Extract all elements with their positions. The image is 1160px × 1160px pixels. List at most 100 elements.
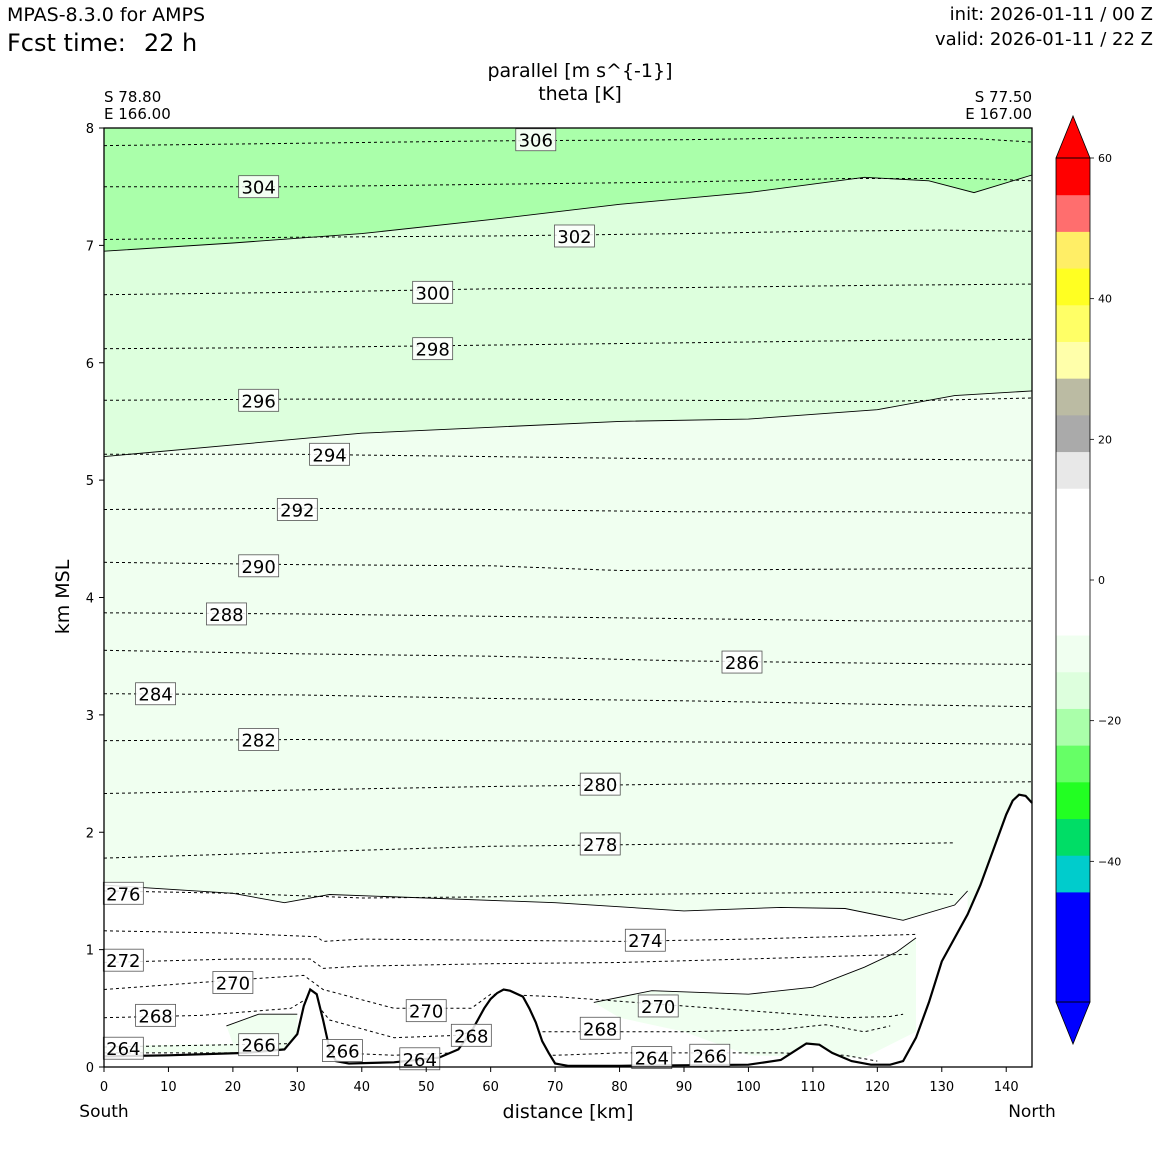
x-tick-label: 40 xyxy=(354,1080,371,1095)
right-endpoint-lat: S 77.50 xyxy=(974,88,1032,106)
theta-contour-306 xyxy=(103,136,1033,147)
right-endpoint-lon: E 167.00 xyxy=(965,105,1032,123)
theta-label-268: 268 xyxy=(583,1019,617,1040)
theta-contour-272 xyxy=(103,953,910,969)
y-axis-title: km MSL xyxy=(52,559,74,634)
theta-label-268: 268 xyxy=(454,1026,488,1047)
y-tick-label: 1 xyxy=(86,944,94,959)
x-tick-label: 120 xyxy=(865,1080,890,1095)
x-axis-title: distance [km] xyxy=(503,1101,634,1123)
theta-label-box-288 xyxy=(206,602,247,626)
theta-label-box-290 xyxy=(238,554,280,578)
x-tick-label: 50 xyxy=(418,1080,435,1095)
theta-label-298: 298 xyxy=(415,340,449,361)
colorbar-segment xyxy=(1056,891,1090,930)
theta-contour-294 xyxy=(104,453,1033,461)
theta-label-box-270 xyxy=(405,999,447,1023)
colorbar-segment xyxy=(1056,524,1090,563)
theta-label-290: 290 xyxy=(241,557,275,578)
x-tick-label: 90 xyxy=(676,1080,693,1095)
colorbar-tick-label: 20 xyxy=(1098,433,1112,446)
terrain-fill xyxy=(104,794,1032,1067)
forecast-time-label: Fcst time: xyxy=(7,29,126,57)
left-endpoint: S 78.80 E 166.00 xyxy=(104,89,171,123)
theta-label-286: 286 xyxy=(725,653,759,674)
theta-label-270: 270 xyxy=(409,1002,443,1023)
theta-label-box-264 xyxy=(399,1047,441,1071)
colorbar-segment xyxy=(1056,635,1090,673)
theta-contour-288 xyxy=(103,612,1032,622)
colorbar-under-arrow xyxy=(1055,1001,1091,1046)
theta-label-box-292 xyxy=(276,498,318,521)
colorbar-segment xyxy=(1056,671,1090,709)
colorbar-tick-label: −40 xyxy=(1098,855,1121,868)
theta-contour-266 xyxy=(103,1042,878,1062)
right-endpoint: S 77.50 E 167.00 xyxy=(965,89,1032,123)
theta-label-box-264 xyxy=(102,1036,144,1060)
left-endpoint-lat: S 78.80 xyxy=(104,88,162,106)
theta-label-box-266 xyxy=(238,1033,280,1057)
theta-contour-290 xyxy=(103,561,1033,572)
theta-label-306: 306 xyxy=(519,131,553,152)
theta-label-box-286 xyxy=(721,650,763,674)
theta-contour-284 xyxy=(103,693,1033,708)
x-tick-label: 30 xyxy=(289,1080,306,1095)
theta-label-box-264 xyxy=(631,1046,673,1070)
theta-contour-276 xyxy=(103,890,955,899)
colorbar-segment xyxy=(1056,194,1090,232)
theta-label-box-270 xyxy=(212,971,254,994)
theta-label-272: 272 xyxy=(106,951,140,972)
x-tick-label: 140 xyxy=(994,1080,1019,1095)
theta-contour-300 xyxy=(103,283,1033,296)
x-tick-label: 100 xyxy=(736,1080,761,1095)
colorbar-segment xyxy=(1056,965,1090,1003)
y-tick-label: 8 xyxy=(86,122,94,137)
theta-label-304: 304 xyxy=(241,178,275,199)
theta-label-274: 274 xyxy=(628,931,662,952)
y-tick-label: 6 xyxy=(86,357,94,372)
theta-label-box-284 xyxy=(135,682,176,706)
theta-label-box-274 xyxy=(624,928,666,952)
theta-label-box-266 xyxy=(689,1043,731,1067)
wind-band-top xyxy=(104,128,1032,252)
x-tick-label: 20 xyxy=(225,1080,242,1095)
wind-band-boundary xyxy=(103,884,968,921)
colorbar-segment xyxy=(1056,561,1090,599)
theta-label-294: 294 xyxy=(312,445,346,466)
theta-label-280: 280 xyxy=(583,775,617,796)
south-label: South xyxy=(79,1102,128,1122)
colorbar-segment xyxy=(1056,928,1090,966)
theta-label-box-268 xyxy=(579,1016,621,1040)
y-tick-label: 4 xyxy=(86,592,94,607)
theta-label-296: 296 xyxy=(241,391,275,412)
theta-label-284: 284 xyxy=(138,685,172,706)
chart-title-theta: theta [K] xyxy=(538,83,622,105)
colorbar-over-arrow xyxy=(1055,114,1091,159)
colorbar-tick-label: 0 xyxy=(1098,574,1105,587)
wind-pocket-boundary xyxy=(593,937,917,1003)
x-axis: 0 10 20 30 40 50 60 70 80 90 100 110 120 130 140 xyxy=(100,1067,1019,1095)
x-tick-label: 10 xyxy=(160,1080,177,1095)
theta-label-282: 282 xyxy=(241,731,275,752)
x-tick-label: 70 xyxy=(547,1080,564,1095)
theta-label-box-280 xyxy=(579,772,621,796)
chart-title-parallel: parallel [m s^{-1}] xyxy=(487,60,673,82)
left-endpoint-lon: E 166.00 xyxy=(104,105,171,123)
colorbar-segment xyxy=(1056,781,1090,820)
theta-contour-layer xyxy=(103,136,1033,1062)
colorbar-segment xyxy=(1056,451,1090,489)
theta-contour-280 xyxy=(103,781,1033,794)
x-tick-label: 130 xyxy=(929,1080,954,1095)
colorbar-segment xyxy=(1056,341,1090,379)
terrain-layer xyxy=(103,793,1033,1067)
theta-label-box-268 xyxy=(135,1003,176,1027)
theta-label-270: 270 xyxy=(216,973,250,994)
theta-label-box-294 xyxy=(309,442,350,466)
y-axis: 0 1 2 3 4 5 6 7 8 xyxy=(86,122,104,1076)
theta-label-box-296 xyxy=(238,388,280,412)
colorbar-segment xyxy=(1056,855,1090,893)
theta-label-box-276 xyxy=(102,881,144,905)
colorbar: 60 40 20 0 −20 −40 xyxy=(1055,114,1121,1046)
x-tick-label: 60 xyxy=(482,1080,499,1095)
